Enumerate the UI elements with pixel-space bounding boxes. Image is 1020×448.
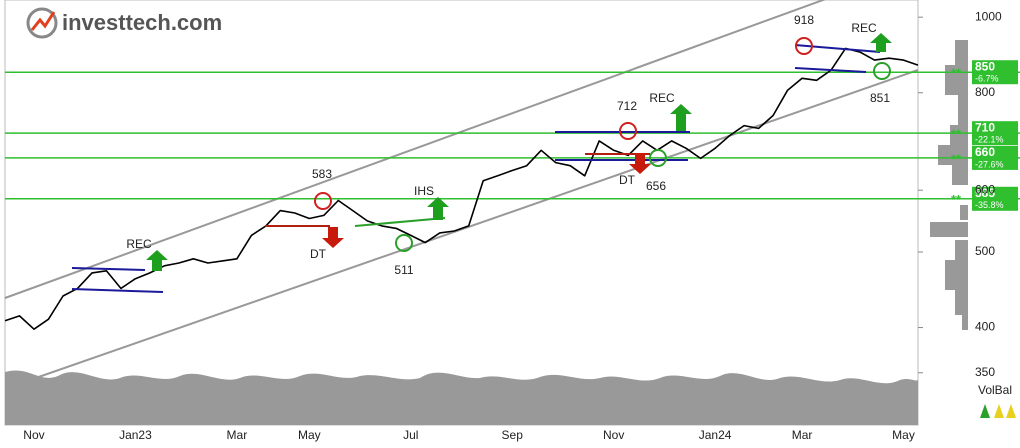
level-change: -6.7% [975, 74, 999, 84]
level-box [972, 60, 1018, 85]
y-tick-label: 500 [975, 244, 995, 258]
patterns [71, 37, 891, 293]
trend-channel [29, 69, 919, 381]
y-tick-label: 600 [975, 182, 995, 196]
price-line [4, 47, 919, 330]
y-tick-label: 400 [975, 320, 995, 334]
volume-label: VolBal [978, 383, 1012, 397]
x-tick-label: Mar [227, 428, 248, 442]
x-tick-label: May [298, 428, 321, 442]
x-tick-label: May [892, 428, 915, 442]
level-value: 660 [975, 145, 995, 159]
level-box [972, 121, 1018, 146]
annotation: DT [619, 173, 636, 187]
level-marker: ** [951, 192, 962, 207]
annotation: 712 [617, 99, 637, 113]
y-tick-label: 350 [975, 365, 995, 379]
y-tick-label: 800 [975, 85, 995, 99]
annotation: REC [851, 21, 877, 35]
annotations: 918 REC 851 712 REC DT 656 583 DT IHS 51… [126, 13, 890, 277]
annotation: IHS [414, 184, 434, 198]
x-tick-label: Jan24 [699, 428, 732, 442]
level-marker: ** [951, 66, 962, 81]
annotation: DT [310, 247, 327, 261]
trend-channel [4, 0, 826, 299]
x-tick-label: Sep [502, 428, 524, 442]
level-value: 710 [975, 120, 995, 134]
signal-arrows [146, 33, 892, 271]
x-tick-label: Nov [603, 428, 624, 442]
level-change: -27.6% [975, 159, 1004, 169]
x-tick-label: Jul [403, 428, 418, 442]
y-tick-label: 1000 [975, 9, 1002, 23]
annotation: REC [649, 91, 675, 105]
brand: investtech.com [62, 10, 222, 35]
level-marker: ** [951, 151, 962, 166]
annotation: 851 [870, 91, 890, 105]
level-box [972, 186, 1018, 211]
volume-profile [930, 40, 968, 330]
level-value: 585 [975, 186, 995, 200]
volume-area [5, 370, 918, 425]
plot-frame [4, 0, 919, 426]
level-change: -22.1% [975, 135, 1004, 145]
annotation: 583 [312, 167, 332, 181]
annotation: 511 [394, 263, 413, 277]
logo: investtech.com [26, 7, 222, 39]
x-tick-label: Jan23 [119, 428, 152, 442]
level-box [972, 145, 1018, 170]
annotation: 918 [794, 13, 814, 27]
volume-signal [980, 404, 1016, 418]
level-value: 850 [975, 59, 995, 73]
x-tick-label: Mar [792, 428, 813, 442]
annotation: REC [126, 237, 152, 251]
annotation: 656 [646, 179, 666, 193]
level-change: -35.8% [975, 200, 1004, 210]
level-marker: ** [951, 127, 962, 142]
x-tick-label: Nov [23, 428, 44, 442]
